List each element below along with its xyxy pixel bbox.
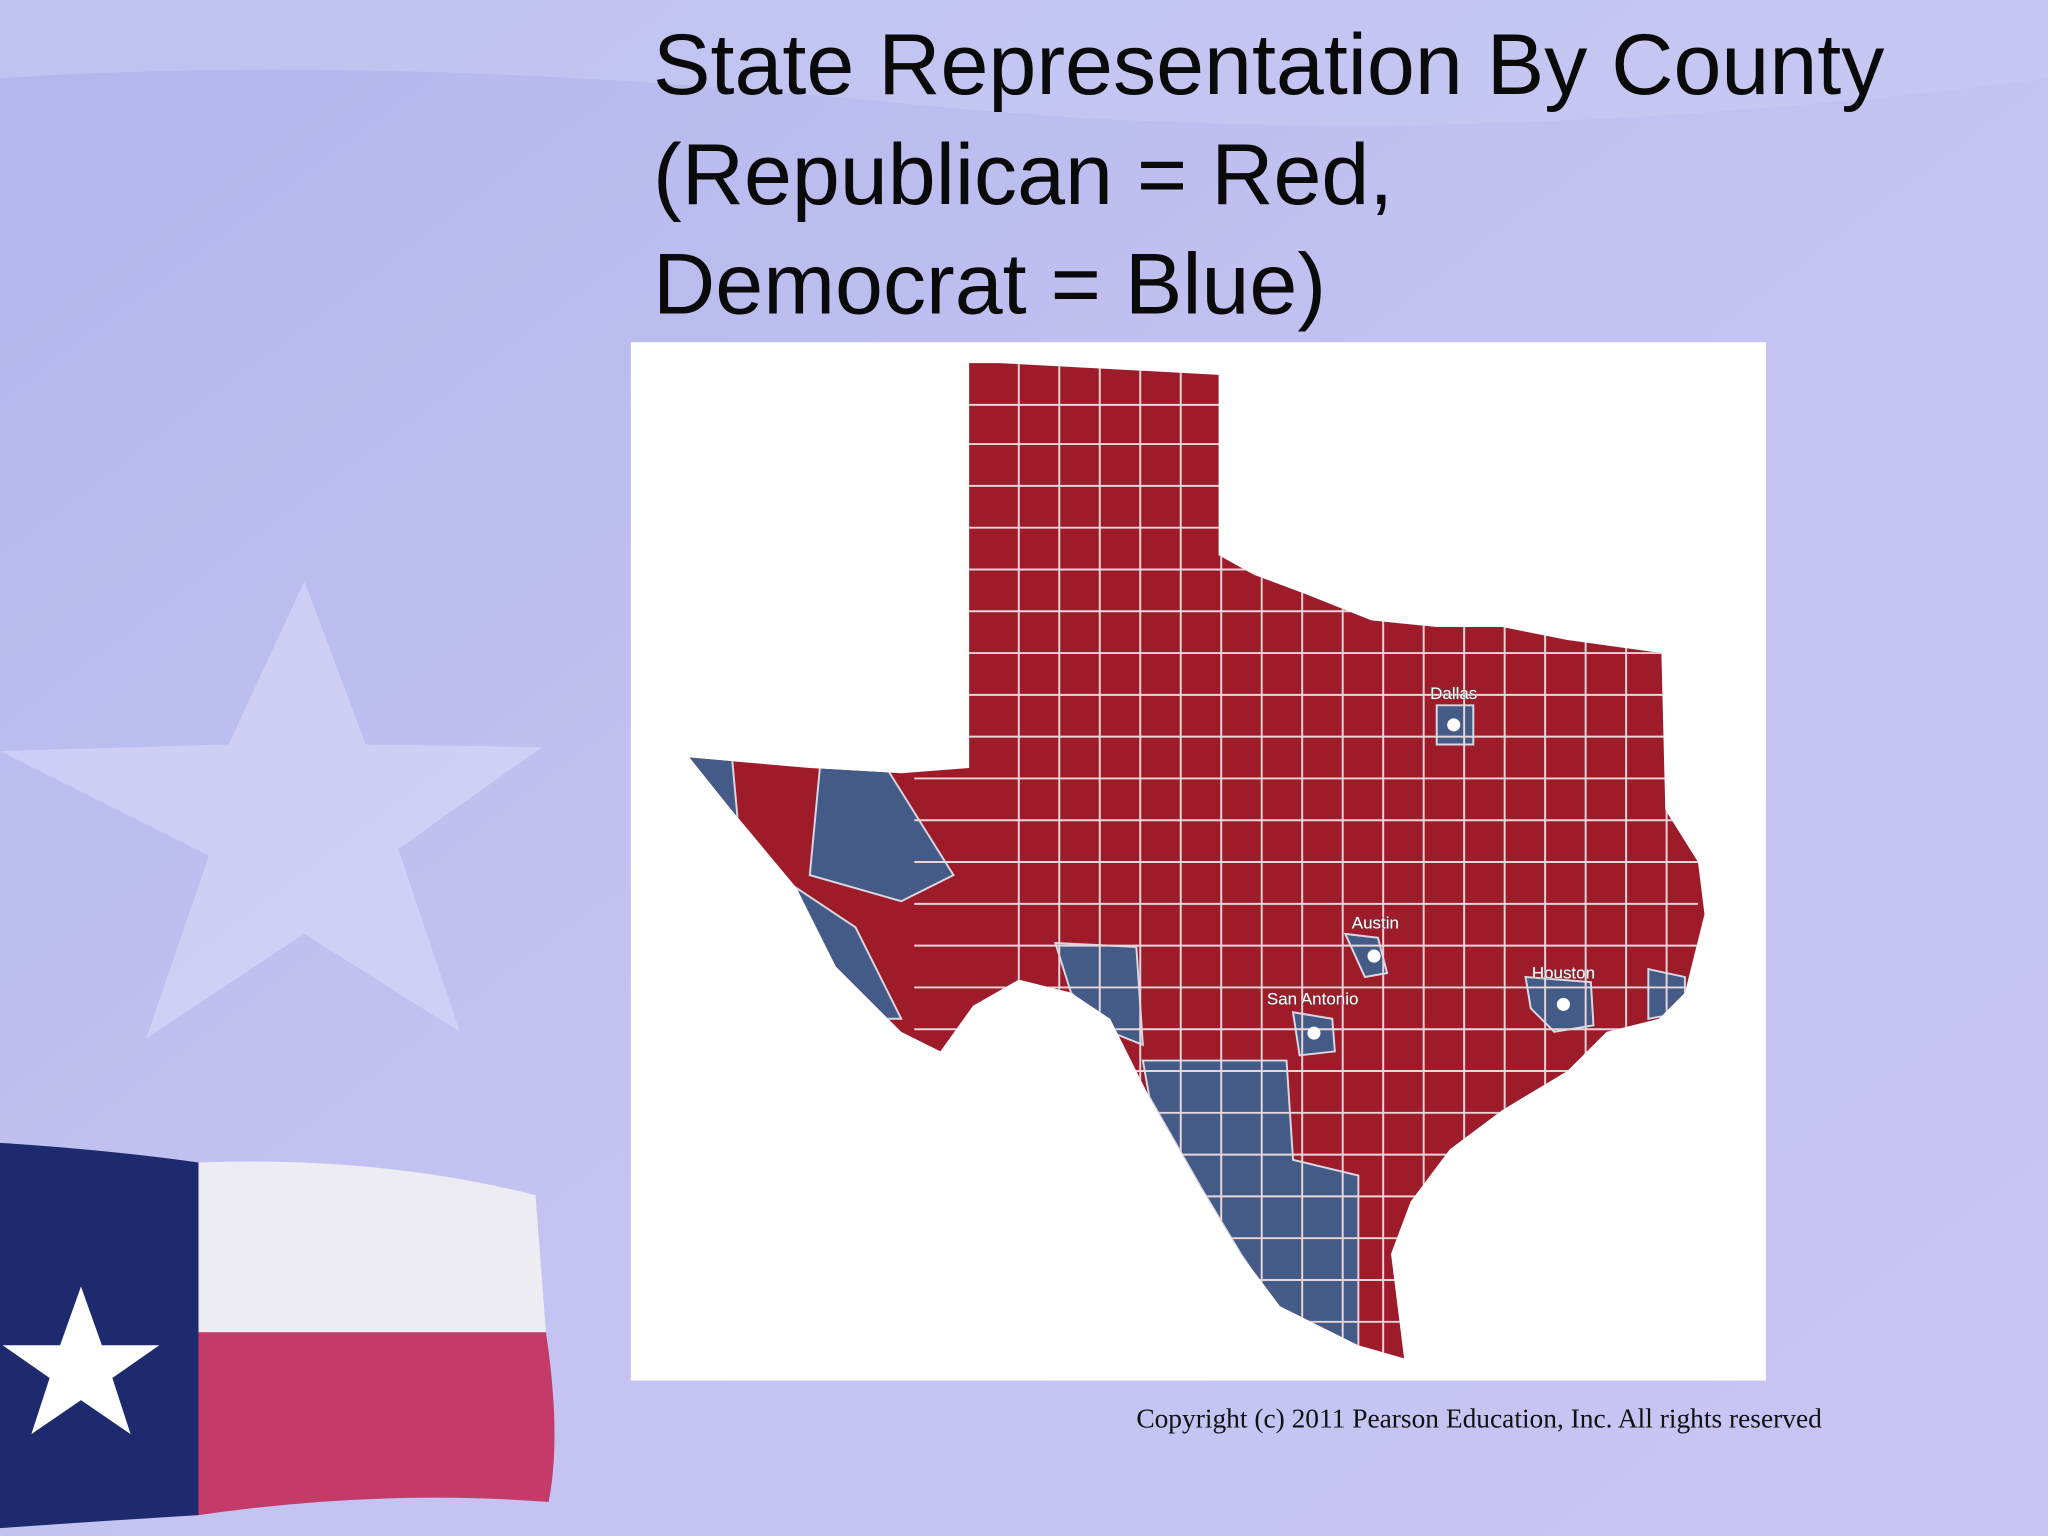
banner-wave — [0, 0, 2048, 126]
star-watermark — [0, 581, 543, 1039]
texas-flag — [0, 1142, 555, 1529]
city-label: Houston — [1532, 963, 1595, 982]
texas-map — [689, 363, 1705, 1359]
city-label: Dallas — [1430, 684, 1477, 703]
copyright: Copyright (c) 2011 Pearson Education, In… — [1136, 1404, 1822, 1434]
city-label: San Antonio — [1267, 989, 1359, 1008]
title-line: State Representation By County — [653, 17, 1884, 113]
city-label: Austin — [1352, 914, 1399, 933]
title-line: Democrat = Blue) — [653, 236, 1326, 332]
title-line: (Republican = Red, — [653, 127, 1393, 223]
